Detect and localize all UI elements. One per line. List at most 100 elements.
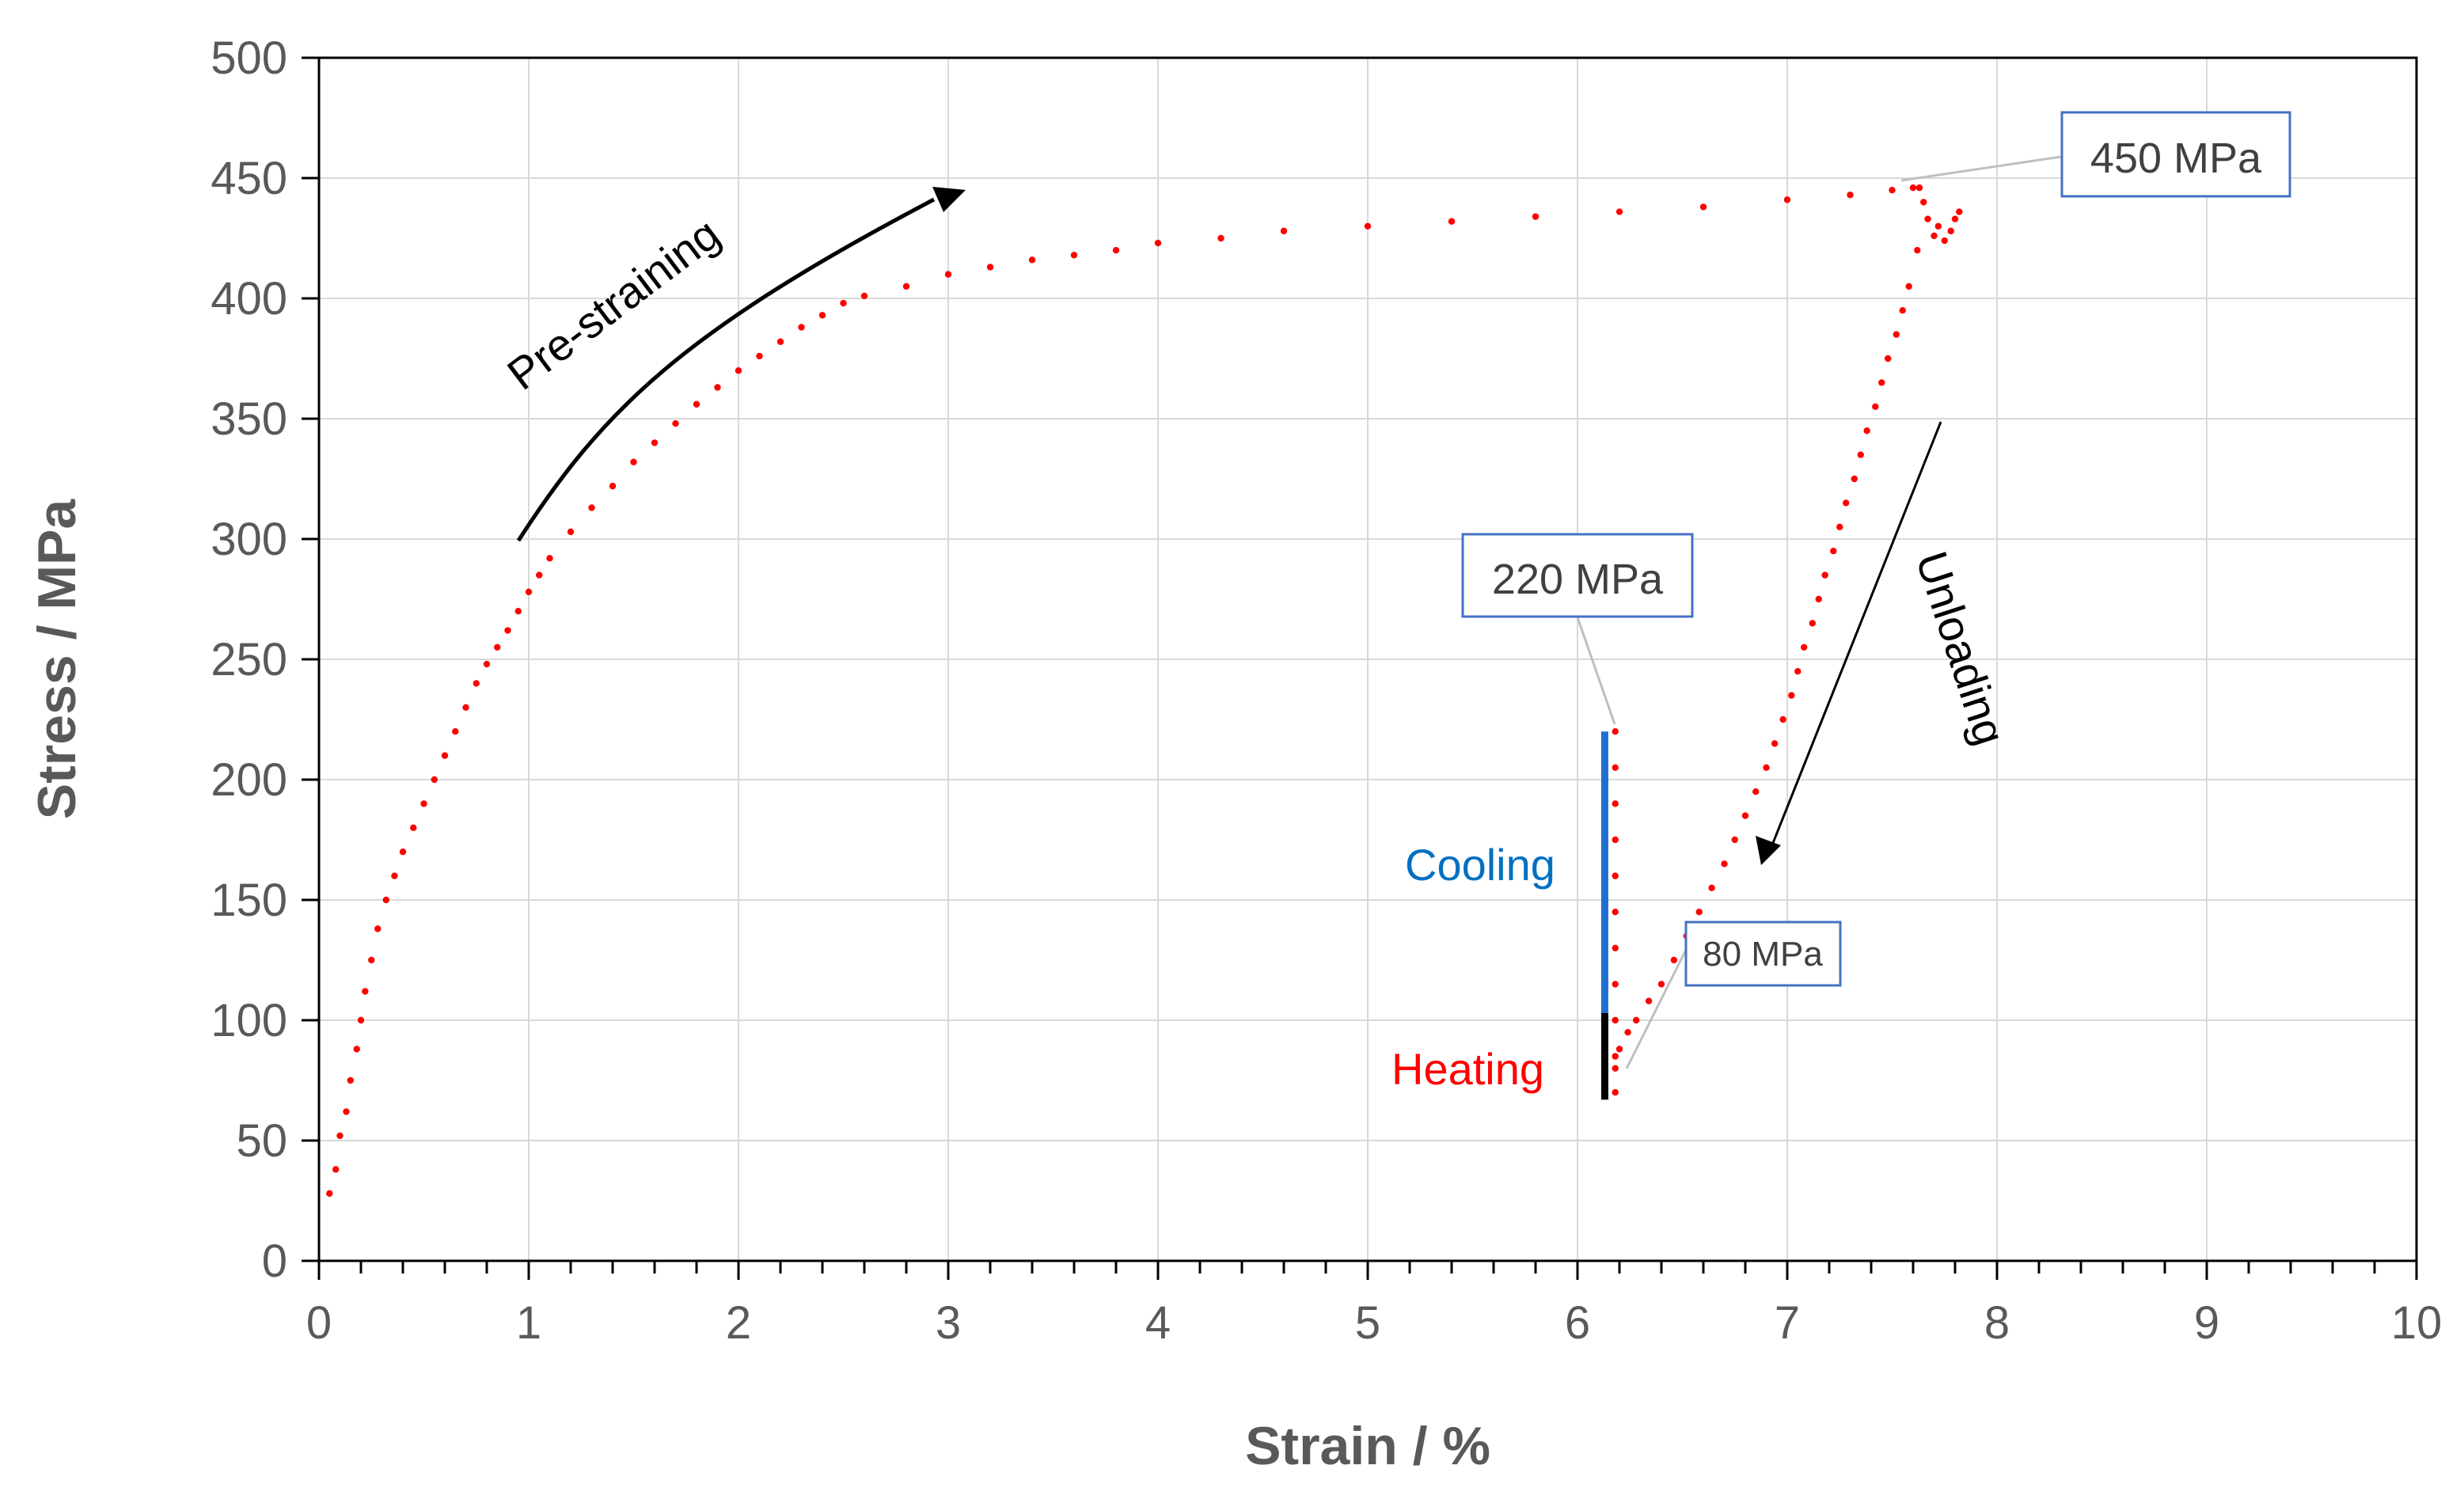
y-axis-title: Stress / MPa	[27, 499, 87, 820]
data-point	[1947, 227, 1954, 235]
data-point	[1612, 1016, 1619, 1024]
y-tick-label: 200	[211, 754, 287, 806]
data-point	[1851, 475, 1858, 483]
data-point	[332, 1166, 340, 1173]
callout-80-box	[1684, 921, 1842, 987]
data-point	[374, 925, 382, 932]
data-point	[514, 608, 522, 615]
data-point	[672, 419, 679, 427]
data-point	[798, 324, 805, 331]
data-point	[693, 400, 700, 408]
data-point	[735, 367, 742, 374]
data-point	[1615, 1046, 1623, 1053]
y-tick-label: 100	[211, 995, 287, 1046]
data-point	[776, 338, 784, 345]
data-point	[536, 571, 543, 579]
data-point	[347, 1076, 354, 1084]
data-point	[1941, 237, 1948, 245]
data-point	[1699, 203, 1707, 211]
data-point	[1612, 764, 1619, 771]
x-tick-label: 8	[1984, 1297, 2010, 1349]
data-point	[1857, 451, 1864, 458]
data-point	[944, 271, 952, 278]
data-point	[1788, 692, 1795, 699]
data-point	[1112, 247, 1120, 254]
callout-80-text: 80 MPa	[1703, 935, 1823, 974]
callout-220-text: 220 MPa	[1492, 556, 1664, 603]
data-point	[326, 1190, 333, 1198]
data-point	[362, 988, 369, 995]
unloading-arrow	[1770, 421, 1942, 848]
data-point	[1878, 379, 1885, 386]
data-point	[1956, 208, 1963, 215]
data-point	[1843, 499, 1850, 507]
callout-80-leader	[1625, 949, 1688, 1069]
data-point	[1612, 1065, 1619, 1072]
data-point	[1931, 232, 1938, 240]
data-point	[1741, 812, 1749, 819]
data-point	[1920, 199, 1927, 206]
data-point	[714, 384, 721, 391]
data-point	[473, 680, 480, 687]
callout-220-leader	[1576, 617, 1616, 725]
data-point	[1028, 256, 1036, 264]
data-point	[1779, 716, 1786, 723]
data-point	[410, 824, 417, 832]
data-point	[840, 299, 847, 307]
data-point	[1721, 860, 1728, 867]
data-point	[1364, 222, 1372, 230]
grid	[318, 57, 2417, 1262]
data-point	[1899, 307, 1906, 314]
cooling-label: Cooling	[1405, 840, 1555, 890]
x-tick-label: 9	[2194, 1297, 2219, 1349]
data-point	[452, 728, 459, 735]
data-point	[860, 292, 868, 300]
data-series	[326, 184, 1963, 1198]
x-tick-label: 7	[1775, 1297, 1800, 1349]
data-point	[1612, 909, 1619, 916]
data-point	[1885, 355, 1892, 363]
data-point	[902, 283, 910, 290]
unloading-label: Unloading	[1907, 545, 2016, 750]
data-point	[343, 1108, 350, 1115]
data-point	[441, 752, 449, 759]
data-point	[1783, 196, 1791, 203]
x-tick-label: 2	[726, 1297, 751, 1349]
x-tick-label: 3	[936, 1297, 961, 1349]
data-point	[1731, 836, 1738, 844]
data-point	[546, 555, 553, 562]
data-point	[525, 588, 533, 596]
data-point	[1889, 187, 1896, 194]
callout-450-text: 450 MPa	[2090, 135, 2262, 182]
x-axis-title: Strain / %	[1245, 1416, 1490, 1476]
callout-220-box	[1461, 533, 1694, 618]
data-point	[1154, 239, 1162, 247]
callout-450-leader	[1900, 155, 2062, 182]
data-point	[420, 800, 427, 807]
data-point	[391, 872, 398, 879]
data-point	[382, 896, 389, 904]
data-point	[1801, 643, 1808, 651]
y-tick-label: 400	[211, 273, 287, 325]
axes: 0 50 100 150 200 250 300 350 400 450 500 0 1 2 3 4 5 6 7 8 9…	[27, 32, 2442, 1476]
data-point	[1752, 788, 1760, 795]
x-tick-label: 0	[306, 1297, 332, 1349]
data-point	[567, 528, 575, 536]
x-tick-label: 1	[516, 1297, 541, 1349]
data-point	[756, 352, 763, 360]
data-point	[1914, 247, 1921, 254]
data-point	[1934, 222, 1942, 230]
data-point	[1794, 668, 1801, 675]
y-tick-label: 300	[211, 514, 287, 565]
data-point	[1657, 981, 1665, 988]
data-point	[1612, 1089, 1619, 1096]
data-point	[368, 956, 375, 964]
data-point	[818, 312, 826, 319]
y-tick-label: 50	[236, 1115, 287, 1167]
data-point	[1836, 523, 1843, 530]
data-point	[1695, 909, 1703, 916]
annotations: Pre-straining Unloading Cooling Heating …	[498, 111, 2291, 1094]
data-point	[651, 439, 659, 446]
data-point	[1612, 872, 1619, 879]
